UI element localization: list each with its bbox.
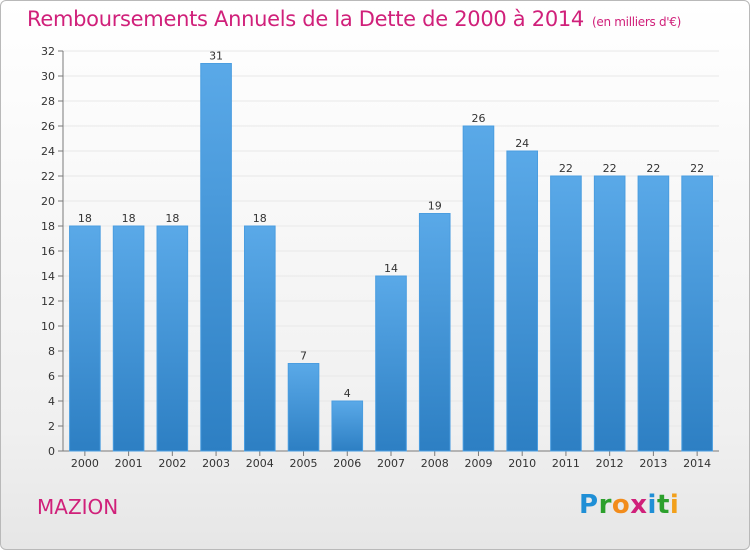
y-tick-label: 32 (41, 45, 55, 58)
x-tick-label: 2002 (158, 457, 186, 470)
y-tick-label: 4 (48, 395, 55, 408)
logo-letter: o (611, 490, 631, 520)
bar-2010 (506, 150, 539, 452)
logo-letter: r (598, 490, 612, 520)
bar-2009 (462, 125, 495, 452)
logo-letter: P (579, 490, 599, 520)
y-tick-label: 8 (48, 345, 55, 358)
data-label: 24 (515, 137, 529, 150)
y-tick-label: 24 (41, 145, 55, 158)
x-tick-label: 2014 (683, 457, 711, 470)
data-label: 26 (471, 112, 485, 125)
data-label: 22 (603, 162, 617, 175)
logo-letter: i (647, 490, 657, 520)
x-tick-label: 2011 (552, 457, 580, 470)
y-tick-label: 30 (41, 70, 55, 83)
data-label: 18 (78, 212, 92, 225)
y-tick-label: 16 (41, 245, 55, 258)
data-label: 18 (253, 212, 267, 225)
y-tick-label: 12 (41, 295, 55, 308)
x-tick-label: 2003 (202, 457, 230, 470)
proxiti-logo: Proxiti (579, 490, 679, 520)
commune-name: MAZION (37, 495, 119, 519)
data-label: 22 (646, 162, 660, 175)
bar-2000 (69, 225, 101, 452)
data-label: 22 (559, 162, 573, 175)
x-tick-label: 2008 (421, 457, 449, 470)
y-tick-label: 6 (48, 370, 55, 383)
x-tick-label: 2010 (508, 457, 536, 470)
chart-title: Remboursements Annuels de la Dette de 20… (27, 7, 681, 31)
logo-letter: t (656, 490, 670, 520)
y-tick-label: 22 (41, 170, 55, 183)
bar-2011 (550, 175, 582, 452)
x-tick-label: 2006 (333, 457, 361, 470)
logo-letter: x (630, 490, 648, 520)
bar-2012 (593, 175, 626, 452)
bar-2006 (331, 400, 364, 452)
bars (69, 63, 713, 452)
y-tick-label: 28 (41, 95, 55, 108)
y-tick-label: 20 (41, 195, 55, 208)
bar-2002 (156, 225, 189, 452)
y-tick-label: 2 (48, 420, 55, 433)
y-tick-label: 10 (41, 320, 55, 333)
bar-2013 (637, 175, 670, 452)
x-tick-label: 2000 (71, 457, 99, 470)
bar-2005 (287, 363, 320, 452)
bar-2014 (681, 175, 713, 452)
x-tick-label: 2007 (377, 457, 405, 470)
y-tick-label: 26 (41, 120, 55, 133)
data-label: 14 (384, 262, 398, 275)
chart-title-text: Remboursements Annuels de la Dette de 20… (27, 7, 584, 31)
x-tick-label: 2012 (596, 457, 624, 470)
data-label: 18 (165, 212, 179, 225)
data-label: 22 (690, 162, 704, 175)
chart-unit: (en milliers d'€) (592, 15, 682, 29)
y-tick-label: 0 (48, 445, 55, 458)
x-tick-label: 2001 (115, 457, 143, 470)
bar-2001 (112, 225, 145, 452)
logo-letter: i (669, 490, 680, 520)
y-tick-label: 18 (41, 220, 55, 233)
data-label: 19 (428, 200, 442, 213)
x-tick-label: 2009 (464, 457, 492, 470)
x-tick-label: 2004 (246, 457, 274, 470)
bar-2007 (375, 275, 407, 452)
bar-2003 (200, 63, 232, 452)
data-labels: 18 18 18 31 18 7 4 14 19 26 24 22 22 22 22 (78, 50, 704, 401)
bar-2008 (418, 213, 451, 452)
x-tick-label: 2005 (290, 457, 318, 470)
y-tick-label: 14 (41, 270, 55, 283)
bar-2004 (243, 225, 276, 452)
data-label: 31 (209, 50, 223, 63)
data-label: 7 (300, 350, 307, 363)
x-tick-label: 2013 (639, 457, 667, 470)
data-label: 4 (344, 387, 351, 400)
x-tick-labels: 2000 2001 2002 2003 2004 2005 2006 2007 2008 2009… (71, 457, 711, 470)
data-label: 18 (122, 212, 136, 225)
